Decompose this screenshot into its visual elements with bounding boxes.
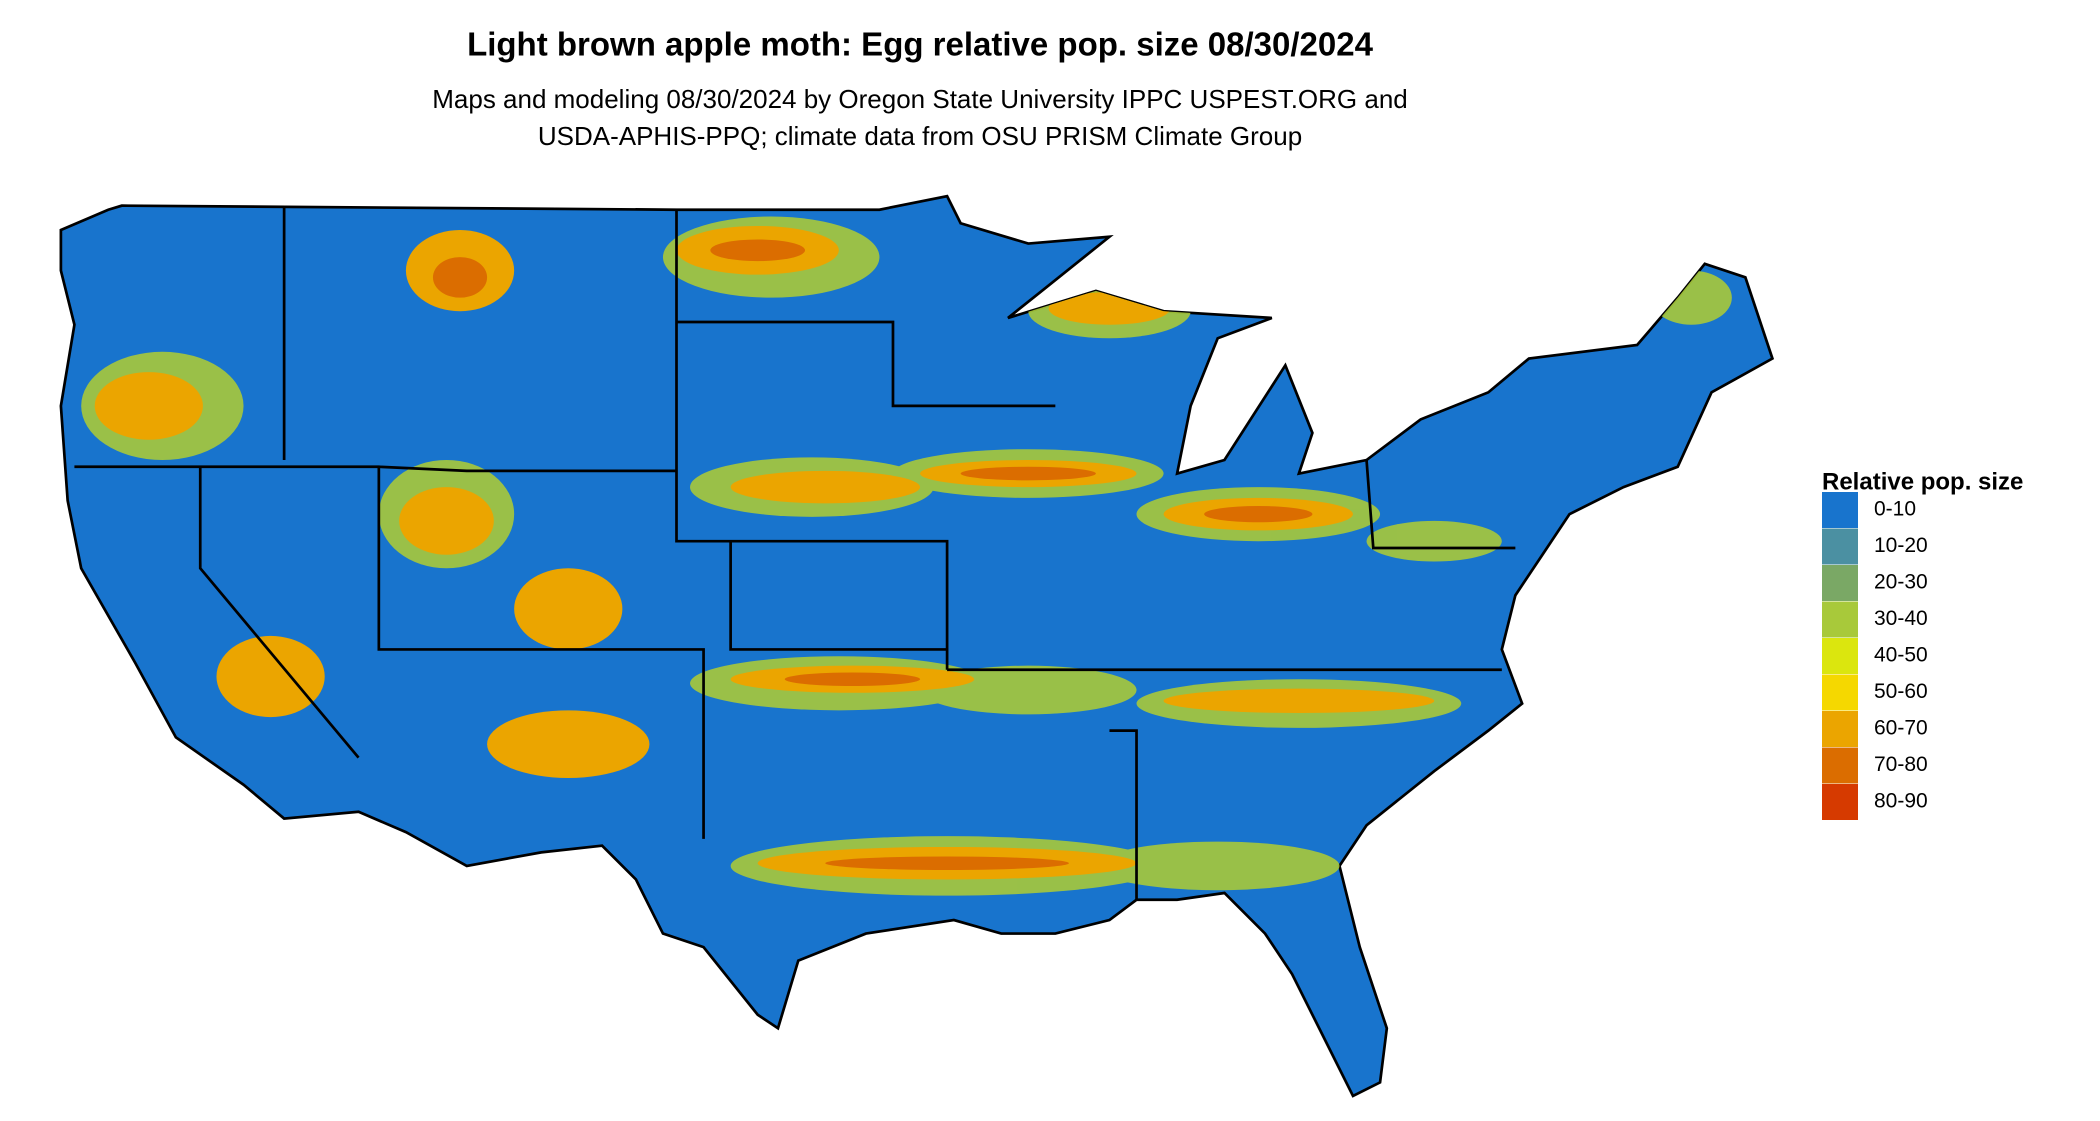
legend: 0-10 10-20 20-30 30-40 40-50 50-60 60-70 70-80 8… xyxy=(1822,492,1928,820)
legend-swatch xyxy=(1822,601,1858,638)
state-borders xyxy=(74,205,1516,900)
legend-label: 80-90 xyxy=(1874,790,1928,813)
legend-swatch xyxy=(1822,674,1858,711)
map-title: Light brown apple moth: Egg relative pop… xyxy=(467,26,1374,63)
legend-swatch xyxy=(1822,784,1858,820)
legend-label: 60-70 xyxy=(1874,717,1928,740)
legend-label: 0-10 xyxy=(1874,498,1916,521)
legend-swatch xyxy=(1822,711,1858,747)
legend-swatch xyxy=(1822,747,1858,784)
legend-swatch xyxy=(1822,565,1858,601)
legend-label: 20-30 xyxy=(1874,571,1928,594)
legend-label: 40-50 xyxy=(1874,644,1928,667)
legend-swatch xyxy=(1822,492,1858,528)
state-border xyxy=(377,466,705,839)
legend-swatch xyxy=(1822,528,1858,565)
state-border xyxy=(729,541,948,651)
legend-label: 50-60 xyxy=(1874,680,1928,703)
state-border xyxy=(198,466,360,759)
legend-swatch xyxy=(1822,638,1858,674)
zone-red xyxy=(432,239,1313,870)
state-border xyxy=(1109,729,1138,900)
map-subtitle: USDA-APHIS-PPQ; climate data from OSU PR… xyxy=(538,121,1302,151)
us-outline xyxy=(59,194,1775,1098)
us-map xyxy=(59,194,1775,1098)
legend-label: 70-80 xyxy=(1874,753,1928,776)
legend-title: Relative pop. size xyxy=(1822,468,2023,495)
state-border xyxy=(1365,459,1516,550)
legend-label: 10-20 xyxy=(1874,534,1928,557)
map-subtitle: Maps and modeling 08/30/2024 by Oregon S… xyxy=(432,84,1408,114)
state-border xyxy=(74,465,677,473)
state-border xyxy=(676,320,1056,408)
risk-zones xyxy=(81,216,1732,896)
legend-label: 30-40 xyxy=(1874,607,1928,630)
